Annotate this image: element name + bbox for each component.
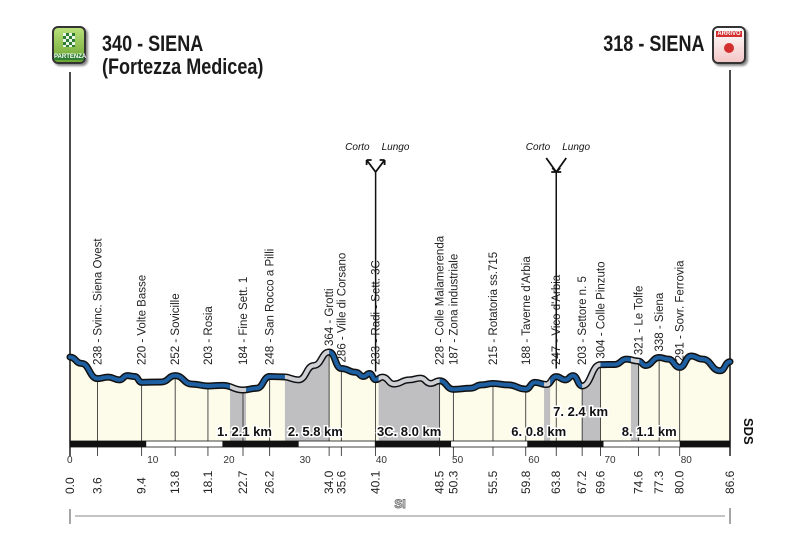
- x-tick-label: 70: [604, 455, 616, 466]
- waypoint-label: 321 - Le Tolfe: [634, 286, 646, 355]
- sector-fill: [630, 352, 640, 444]
- waypoint-label: 338 - Siena: [654, 292, 666, 351]
- start-sublocation: (Fortezza Medicea): [102, 54, 264, 79]
- waypoint-label: 220 - Volte Basse: [137, 275, 149, 365]
- fork-split-arrow-icon: [365, 159, 386, 173]
- fork-short-label: Corto: [345, 142, 370, 153]
- x-tick-label: 40: [376, 455, 388, 466]
- km-label: 63.8: [549, 470, 563, 494]
- x-tick-label: 50: [452, 455, 464, 466]
- km-label: 86.6: [723, 470, 737, 494]
- km-label: 48.5: [433, 470, 447, 494]
- sector-label: 1. 2.1 km: [217, 424, 272, 439]
- route-label: SI: [394, 497, 405, 511]
- x-tick-label: 20: [223, 455, 235, 466]
- flag-icon: [63, 33, 75, 47]
- km-label: 59.8: [519, 470, 533, 494]
- km-label: 34.0: [322, 470, 336, 494]
- waypoint-label: 228 - Colle Malamerenda: [435, 235, 447, 365]
- km-label: 77.3: [652, 470, 666, 494]
- waypoint-label: 364 - Grotti: [324, 288, 336, 346]
- sector-label: 6. 0.8 km: [511, 424, 566, 439]
- finish-title: 318 - SIENA: [602, 31, 704, 56]
- km-label: 69.6: [593, 470, 607, 494]
- waypoint-label: 248 - San Rocco a Pilli: [265, 249, 277, 365]
- km-label: 3.6: [90, 477, 104, 494]
- badge-label: PARTENZA: [54, 54, 87, 60]
- sector-label: 8. 1.1 km: [622, 424, 677, 439]
- distance-bar-segment: [222, 441, 299, 447]
- x-tick-label: 10: [147, 455, 159, 466]
- distance-bar-segment: [374, 441, 452, 447]
- km-label: 67.2: [575, 470, 589, 494]
- x-tick-label: 60: [528, 455, 540, 466]
- partenza-badge: PARTENZA: [52, 26, 86, 64]
- km-label: 22.7: [236, 470, 250, 494]
- x-tick-label: 80: [681, 455, 693, 466]
- km-label: 40.1: [369, 470, 383, 494]
- waypoint-label: 188 - Taverne d'Arbia: [521, 256, 533, 365]
- finish-icon: [724, 43, 734, 53]
- x-tick-label: 0: [67, 455, 73, 466]
- sector-label: 2. 5.8 km: [288, 424, 343, 439]
- side-label: SDS: [741, 418, 756, 445]
- waypoint-label: 187 - Zona industriale: [448, 254, 460, 365]
- start-location: 340 - SIENA: [102, 31, 204, 56]
- waypoint-label: 203 - Settore n. 5: [577, 276, 589, 365]
- km-label: 50.3: [446, 470, 460, 494]
- sector-label: 3C. 8.0 km: [377, 424, 441, 439]
- waypoint-label: 304 - Colle Pinzuto: [595, 261, 607, 358]
- km-label: 55.5: [486, 470, 500, 494]
- km-label: 18.1: [201, 470, 215, 494]
- arrivo-badge: ARRIVO: [712, 26, 746, 64]
- sector-fill: [544, 352, 551, 444]
- distance-bar-segment: [70, 441, 147, 447]
- waypoint-label: 233 - Radi - Sett. 3C: [371, 260, 383, 365]
- fork-long-label: Lungo: [382, 142, 410, 153]
- waypoint-label: 247 - Vico d'Arbia: [551, 274, 563, 365]
- km-label: 26.2: [263, 470, 277, 494]
- distance-bar-segment: [679, 441, 730, 447]
- waypoint-label: 215 - Rotatoria ss.715: [488, 252, 500, 365]
- km-label: 35.6: [334, 470, 348, 494]
- fork-merge-arrow-icon: [545, 157, 567, 174]
- badge-label: ARRIVO: [716, 31, 742, 37]
- waypoint-label: 203 - Rosia: [203, 306, 215, 365]
- waypoint-label: 286 - Ville di Corsano: [336, 253, 348, 363]
- km-label: 13.8: [168, 470, 182, 494]
- waypoint-label: 252 - Sovicille: [170, 293, 182, 365]
- x-tick-label: 30: [300, 455, 312, 466]
- sector-label: 7. 2.4 km: [553, 404, 608, 419]
- km-label: 80.0: [673, 470, 687, 494]
- distance-bar-segment: [527, 441, 604, 447]
- km-label: 74.6: [632, 470, 646, 494]
- fork-long-label: Lungo: [562, 142, 590, 153]
- waypoint-label: 184 - Fine Sett. 1: [238, 277, 250, 365]
- waypoint-label: 238 - Svinc. Siena Ovest: [92, 238, 104, 365]
- fork-short-label: Corto: [526, 142, 551, 153]
- waypoint-label: 291 - Sovr. Ferrovia: [675, 260, 687, 362]
- km-label: 0.0: [63, 477, 77, 494]
- km-label: 9.4: [135, 477, 149, 494]
- start-title: 340 - SIENA (Fortezza Medicea): [102, 32, 263, 78]
